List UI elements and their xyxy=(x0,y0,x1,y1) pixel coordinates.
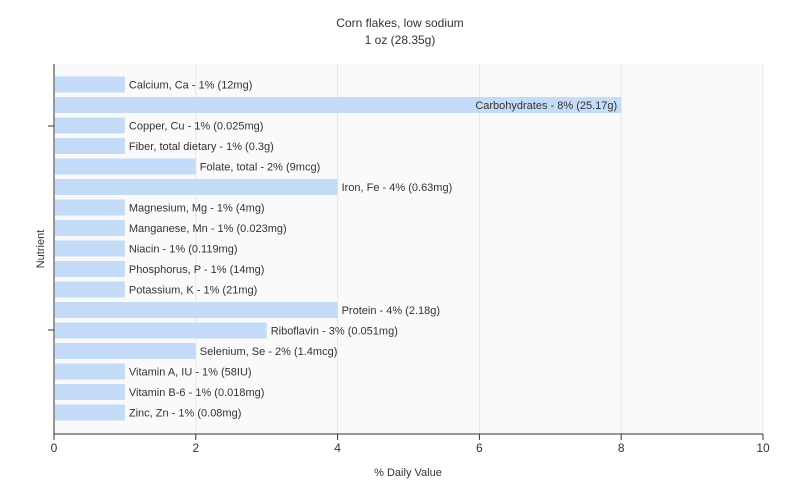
bar xyxy=(55,363,125,380)
x-axis-ticks: 0 2 4 6 8 10 xyxy=(51,434,770,455)
bar-label: Phosphorus, P - 1% (14mg) xyxy=(129,264,265,276)
chart-subtitle: 1 oz (28.35g) xyxy=(365,33,436,47)
gridlines xyxy=(195,64,764,434)
bar-label: Fiber, total dietary - 1% (0.3g) xyxy=(129,141,274,153)
chart-title: Corn flakes, low sodium xyxy=(336,16,463,30)
bar-label: Carbohydrates - 8% (25.17g) xyxy=(475,100,617,112)
bar xyxy=(55,384,125,400)
bar-label: Potassium, K - 1% (21mg) xyxy=(129,285,257,297)
bar-label: Iron, Fe - 4% (0.63mg) xyxy=(342,182,453,194)
bar-label: Copper, Cu - 1% (0.025mg) xyxy=(129,121,264,133)
bar xyxy=(55,404,125,421)
x-tick-label: 6 xyxy=(476,441,483,455)
bar-label: Magnesium, Mg - 1% (4mg) xyxy=(129,203,265,215)
x-tick-label: 2 xyxy=(192,441,199,455)
bar xyxy=(55,302,338,318)
bar-label: Riboflavin - 3% (0.051mg) xyxy=(271,326,398,338)
plot-area xyxy=(54,64,763,434)
bar xyxy=(55,158,196,175)
bar-label: Protein - 4% (2.18g) xyxy=(342,305,440,317)
x-axis-title: % Daily Value xyxy=(374,467,442,479)
bar-label: Selenium, Se - 2% (1.4mcg) xyxy=(200,346,338,358)
y-axis-title: Nutrient xyxy=(35,230,47,269)
bar xyxy=(55,343,196,359)
bar-label: Manganese, Mn - 1% (0.023mg) xyxy=(129,223,287,235)
bar-label: Vitamin B-6 - 1% (0.018mg) xyxy=(129,387,265,399)
bar xyxy=(55,179,338,195)
x-tick-label: 10 xyxy=(756,441,770,455)
x-tick-label: 8 xyxy=(618,441,625,455)
bar xyxy=(55,97,622,113)
bar xyxy=(55,199,125,216)
bar xyxy=(55,138,125,154)
bar-labels: Calcium, Ca - 1% (12mg) Carbohydrates - 8… xyxy=(129,80,617,420)
bars xyxy=(55,76,622,421)
bar xyxy=(55,281,125,298)
bar xyxy=(55,322,267,339)
bar-label: Niacin - 1% (0.119mg) xyxy=(129,244,238,256)
bar-label: Zinc, Zn - 1% (0.08mg) xyxy=(129,408,241,420)
x-tick-label: 0 xyxy=(51,441,58,455)
bar xyxy=(55,76,125,93)
bar-label: Folate, total - 2% (9mcg) xyxy=(200,162,320,174)
bar-label: Calcium, Ca - 1% (12mg) xyxy=(129,80,252,92)
x-tick-label: 4 xyxy=(334,441,341,455)
bar xyxy=(55,240,125,257)
bar xyxy=(55,220,125,236)
bar-label: Vitamin A, IU - 1% (58IU) xyxy=(129,367,252,379)
bar xyxy=(55,117,125,134)
bar xyxy=(55,261,125,277)
